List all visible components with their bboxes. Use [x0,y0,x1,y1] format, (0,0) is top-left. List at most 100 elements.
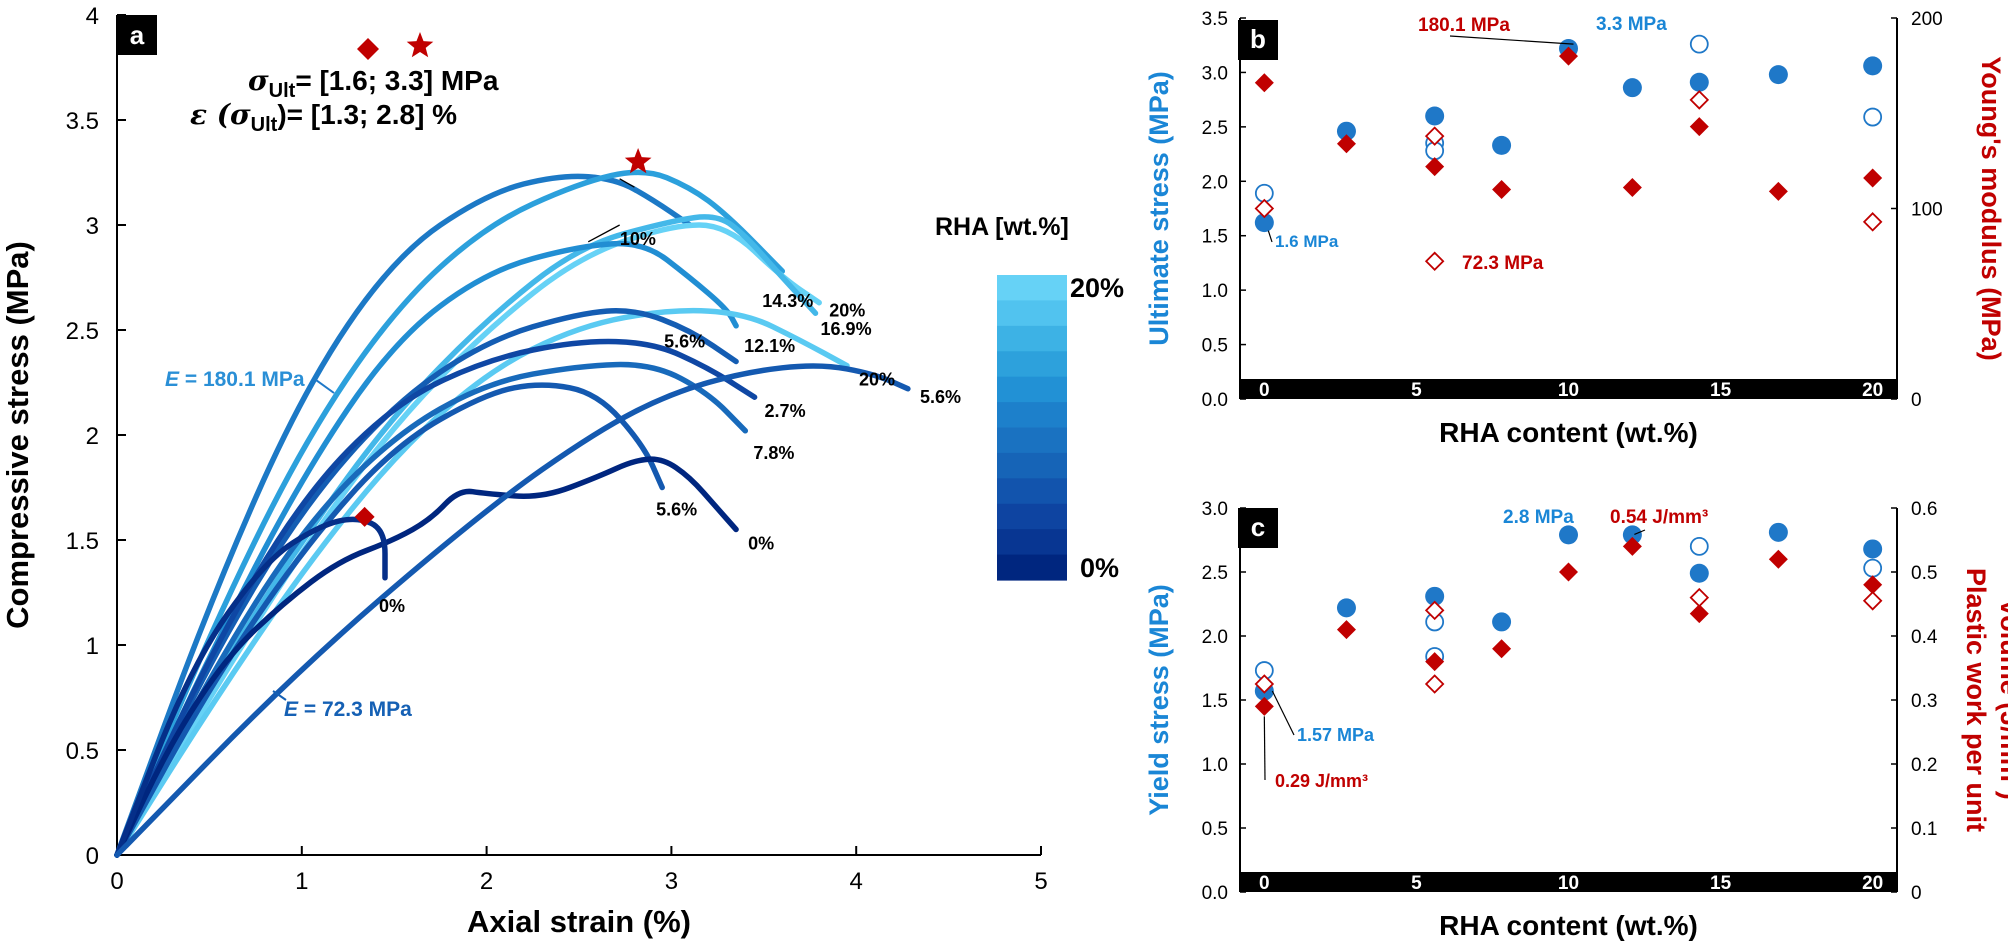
colorbar-segment [997,275,1067,302]
y-tick-label: 1.5 [66,528,99,555]
data-point-filled-diamond [1254,73,1274,93]
x-tick-label: 0 [110,868,123,895]
curve-label: 12.1% [744,336,795,356]
x-tick-label: 0 [1259,380,1270,401]
y-tick-label: 0.5 [66,738,99,765]
stress-strain-curve [114,338,758,858]
y2-tick-label: 100 [1911,200,1943,221]
data-point-filled-circle [1492,135,1512,155]
e-low-leader [272,690,287,701]
ultimate-max-star-marker [624,148,652,174]
data-point-filled-diamond [1336,134,1356,154]
stress-strain-curve [114,240,739,858]
eps-ult-annotation: ε (σUlt)= [1.3; 2.8] % [190,98,457,136]
panel-a-markers [354,148,652,527]
y-axis-label: Yield stress (MPa) [1144,584,1174,816]
e-high-annotation: E = 180.1 MPa [165,368,305,391]
data-point-filled-diamond [1559,562,1578,582]
stress-strain-curve [114,361,749,858]
x-tick-label: 1 [295,868,308,895]
data-point-filled-circle [1863,539,1883,559]
colorbar-segment [997,325,1067,352]
stress-strain-curve [114,173,693,858]
y-tick-label: 0.0 [1202,883,1228,904]
curve-label: 2.7% [765,401,806,421]
x-axis-band [1240,379,1897,399]
data-point-filled-diamond [1863,575,1883,595]
stress-strain-curve [114,308,739,858]
curve-label: 0% [748,534,774,554]
y2-axis-label: Young's modulus (MPa) [1976,56,2006,360]
y-tick-label: 3 [86,213,99,240]
x-axis-label: RHA content (wt.%) [1439,910,1698,941]
panel-a-letter-box [117,15,157,55]
curve-label: 20% [829,301,865,321]
data-point-filled-diamond [1425,157,1445,177]
curve-label: 20% [859,370,895,390]
data-point-open-circle [1863,558,1883,578]
colorbar-segment [997,452,1067,479]
stress-strain-curve [114,307,850,858]
data-point-filled-circle [1622,78,1642,98]
e-high-leader [315,379,335,394]
panel-b-letter: b [1250,24,1266,54]
annotation-leader [1449,35,1574,45]
y-tick-label: 3.0 [1202,499,1228,520]
data-point-open-diamond [1689,90,1710,110]
panel-b: b 0.0 0.5 1.0 1.5 2.0 2.5 3.0 3.5 0 100 200 0 5 10 15 2… [1144,9,2006,448]
data-point-filled-circle [1863,56,1883,76]
y2-tick-label: 0.1 [1911,819,1937,840]
y-tick-label: 2.5 [66,318,99,345]
y-tick-label: 1.5 [1202,227,1228,248]
y2-tick-label: 0.6 [1911,499,1937,520]
y2-tick-label: 0.2 [1911,755,1937,776]
data-point-filled-diamond [1768,549,1788,569]
y-tick-label: 2.5 [1202,118,1228,139]
data-point-filled-diamond [1425,652,1445,672]
x-tick-label: 5 [1034,868,1047,895]
curve-label: 5.6% [920,387,961,407]
data-point-filled-diamond [1622,178,1642,198]
x-axis-label: RHA content (wt.%) [1439,417,1698,448]
y-tick-label: 2 [86,423,99,450]
data-point-open-diamond [1862,212,1883,232]
data-point-filled-diamond [1492,179,1512,199]
panel-b-points [1254,34,1883,272]
data-point-filled-circle [1768,65,1788,85]
data-point-filled-circle [1689,563,1709,583]
panel-c-points [1254,522,1883,716]
header-star-marker [406,32,434,58]
y2-tick-label: 0.5 [1911,563,1937,584]
x-tick-label: 10 [1558,873,1579,894]
annotation-young-min: 72.3 MPa [1462,253,1544,274]
y-tick-label: 1.5 [1202,691,1228,712]
panel-c-axes: 0.0 0.5 1.0 1.5 2.0 2.5 3.0 0 0.1 0.2 0.3 0.4 0.5 0.6… [1144,499,2008,941]
stress-strain-curve [114,214,819,858]
data-point-open-diamond [1424,600,1445,621]
x-tick-label: 5 [1411,873,1422,894]
panel-c-annotations: 2.8 MPa 0.54 J/mm³ 1.57 MPa 0.29 J/mm³ [1263,507,1708,791]
data-point-open-circle [1689,34,1709,54]
y-tick-label: 1.0 [1202,755,1228,776]
annotation-ultimate-min: 1.6 MPa [1275,232,1339,251]
rha-legend-top-label: 20% [1070,273,1124,303]
colorbar-segment [997,554,1067,581]
stress-strain-curve [114,516,388,858]
x-axis-band [1240,872,1897,892]
y-tick-label: 0 [86,843,99,870]
annotation-yield-max: 2.8 MPa [1503,507,1574,528]
annotation-plastic-min: 0.29 J/mm³ [1275,771,1368,791]
y-axis-label: Ultimate stress (MPa) [1144,71,1174,346]
annotation-yield-min: 1.57 MPa [1297,725,1375,745]
y-tick-label: 1.0 [1202,281,1228,302]
curve-label: 5.6% [664,332,705,352]
x-tick-label: 20 [1862,380,1883,401]
panel-a: a 0 0.5 1 1.5 2 2.5 3 3.5 4 0 1 2 3 4 5 Axial strain (%… [0,3,1124,939]
rha-legend-title: RHA [wt.%] [935,213,1069,241]
data-point-filled-diamond [1689,117,1709,137]
data-point-open-diamond [1424,674,1445,694]
rha-legend-bottom-label: 0% [1080,553,1119,583]
y2-tick-label: 0.3 [1911,691,1937,712]
y-tick-label: 3.0 [1202,63,1228,84]
